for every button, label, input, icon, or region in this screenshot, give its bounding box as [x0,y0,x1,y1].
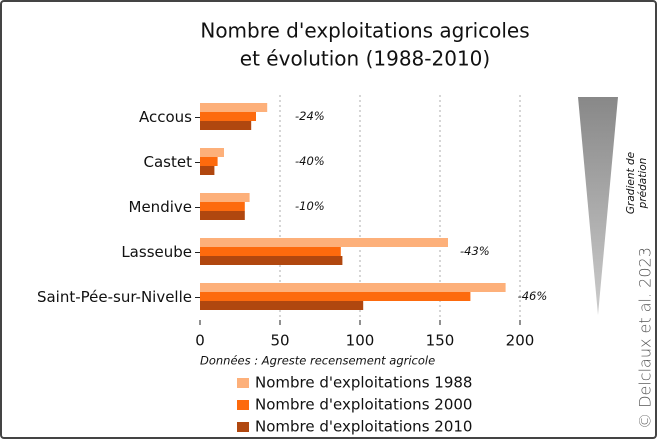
legend-label: Nombre d'exploitations 2010 [255,418,472,436]
y-tick-label: Saint-Pée-sur-Nivelle [37,288,192,306]
bar [200,283,506,292]
y-tick-label: Castet [144,153,193,171]
legend-swatch [237,378,249,388]
bar [200,256,343,265]
annotation: -43% [460,244,490,258]
bar [200,238,448,247]
y-tick-label: Lasseube [121,243,192,261]
annotation: -46% [518,289,548,303]
legend-swatch [237,400,249,410]
x-tick-label: 50 [270,332,289,350]
chart-title: et évolution (1988-2010) [240,47,490,71]
legend-label: Nombre d'exploitations 2000 [255,396,472,414]
bar [200,157,218,166]
gradient-label: prédation [637,158,649,210]
annotation: -10% [295,199,325,213]
bar [200,148,224,157]
x-tick-label: 100 [346,332,375,350]
bar [200,202,245,211]
bar [200,292,471,301]
x-tick-label: 200 [506,332,535,350]
bar [200,103,268,112]
bar [200,301,364,310]
gradient-label: Gradient de [625,152,637,214]
x-tick-label: 150 [426,332,455,350]
chart-title: Nombre d'exploitations agricoles [200,19,529,43]
source-note: Données : Agreste recensement agricole [200,354,435,368]
x-tick-label: 0 [195,332,205,350]
bar [200,121,252,130]
annotation: -40% [295,154,325,168]
gradient-triangle [578,97,618,315]
annotation: -24% [295,109,325,123]
legend-label: Nombre d'exploitations 1988 [255,374,472,392]
y-tick-label: Mendive [129,198,192,216]
bar [200,166,215,175]
bar [200,112,256,121]
bar [200,211,245,220]
legend-swatch [237,422,249,432]
bar [200,193,250,202]
credit: © Delclaux et al. 2023 [636,247,655,429]
bar [200,247,341,256]
y-tick-label: Accous [139,108,192,126]
